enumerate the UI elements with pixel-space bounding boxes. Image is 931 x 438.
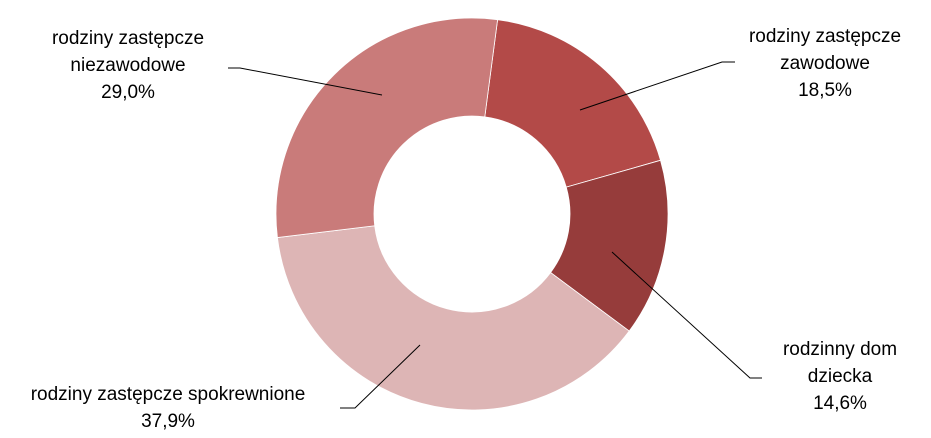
slice-2 xyxy=(550,159,669,332)
leader-lines xyxy=(228,61,762,409)
slice-label-line: rodziny zastępcze spokrewnione xyxy=(31,384,306,405)
slice-label-line: rodziny zastępcze xyxy=(749,26,901,47)
slice-label-line: dziecka xyxy=(808,366,873,387)
donut-slices xyxy=(275,17,669,411)
slice-label-line: 29,0% xyxy=(101,82,155,103)
slice-1 xyxy=(484,19,661,188)
slice-label-line: rodzinny dom xyxy=(783,339,897,360)
slice-label-line: 37,9% xyxy=(141,411,195,432)
slice-label-line: 14,6% xyxy=(813,393,867,414)
slice-3 xyxy=(276,225,630,411)
leader-line-1 xyxy=(579,61,735,111)
slice-label-line: 18,5% xyxy=(798,80,852,101)
leader-line-3 xyxy=(340,344,421,409)
slice-labels: rodziny zastępcze zawodowe 18,5% rodzinny d… xyxy=(31,26,901,432)
slice-label-line: rodziny zastępcze xyxy=(52,28,204,49)
slice-4 xyxy=(275,17,499,238)
slice-label-line: zawodowe xyxy=(780,53,870,74)
slice-label-2: rodzinny dom dziecka 14,6% xyxy=(783,339,897,414)
slice-label-3: rodziny zastępcze spokrewnione 37,9% xyxy=(31,384,306,432)
slice-label-4: rodziny zastępcze niezawodowe 29,0% xyxy=(52,28,204,103)
slice-label-line: niezawodowe xyxy=(70,55,185,76)
slice-label-1: rodziny zastępcze zawodowe 18,5% xyxy=(749,26,901,101)
leader-line-2 xyxy=(611,251,762,379)
leader-line-4 xyxy=(228,67,383,96)
